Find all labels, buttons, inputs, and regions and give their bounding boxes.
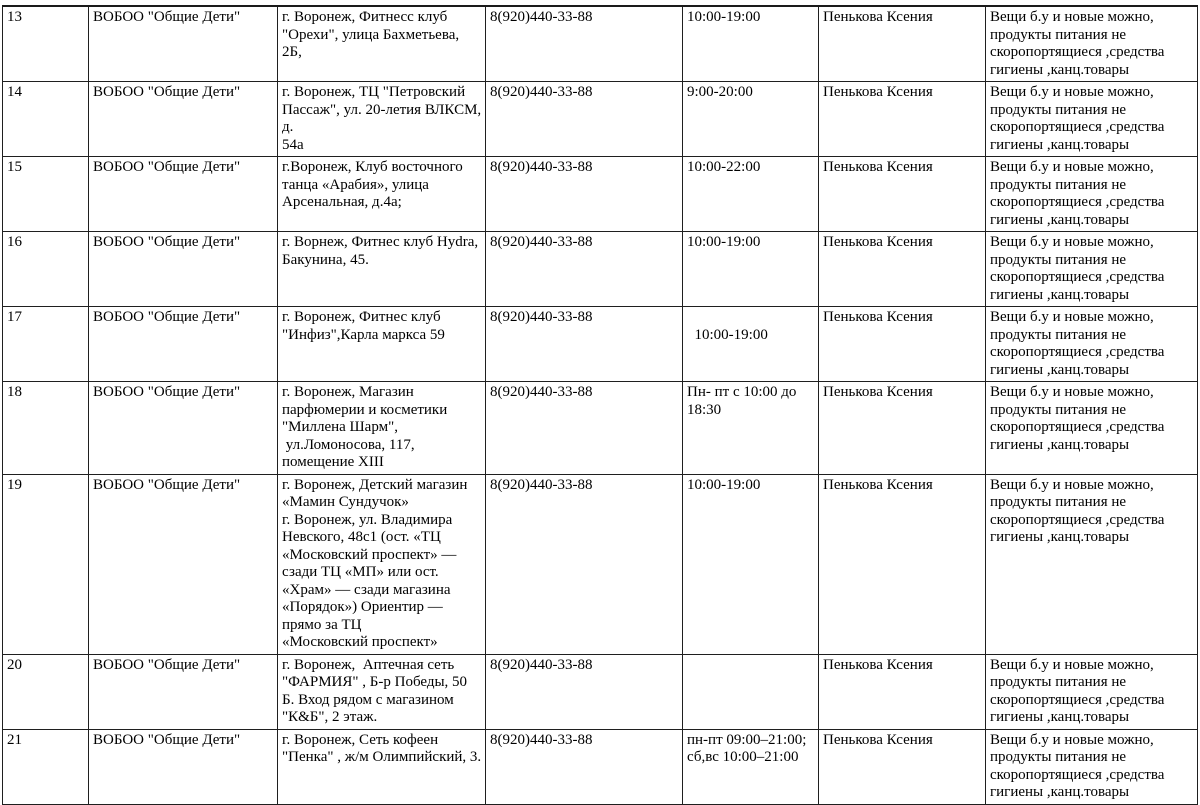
cell-row-number: 21	[2, 728, 89, 805]
cell-hours: 10:00-19:00	[682, 5, 819, 82]
cell-address: г. Воронеж, Фитнес клуб "Инфиз",Карла ма…	[277, 306, 486, 382]
table-row: 14 ВОБОО "Общие Дети" г. Воронеж, ТЦ "Пе…	[2, 81, 1198, 157]
cell-phone: 8(920)440-33-88	[485, 5, 683, 82]
cell-accepted-items: Вещи б.у и новые можно, продукты питания…	[985, 5, 1198, 82]
cell-row-number: 15	[2, 156, 89, 232]
cell-accepted-items: Вещи б.у и новые можно, продукты питания…	[985, 231, 1198, 307]
cell-hours: 10:00-22:00	[682, 156, 819, 232]
table-row: 16 ВОБОО "Общие Дети" г. Ворнеж, Фитнес …	[2, 231, 1198, 307]
cell-hours: 10:00-19:00	[682, 306, 819, 382]
cell-address: г. Воронеж, Аптечная сеть "ФАРМИЯ" , Б-р…	[277, 653, 486, 730]
cell-contact-person: Пенькова Ксения	[818, 81, 986, 157]
cell-row-number: 20	[2, 653, 89, 730]
cell-phone: 8(920)440-33-88	[485, 306, 683, 382]
cell-accepted-items: Вещи б.у и новые можно, продукты питания…	[985, 728, 1198, 805]
cell-address: г. Воронеж, Детский магазин «Мамин Сунду…	[277, 473, 486, 655]
cell-organization: ВОБОО "Общие Дети"	[88, 473, 278, 655]
cell-accepted-items: Вещи б.у и новые можно, продукты питания…	[985, 473, 1198, 655]
table-row: 17 ВОБОО "Общие Дети" г. Воронеж, Фитнес…	[2, 306, 1198, 382]
cell-organization: ВОБОО "Общие Дети"	[88, 156, 278, 232]
cell-phone: 8(920)440-33-88	[485, 473, 683, 655]
cell-row-number: 18	[2, 381, 89, 475]
cell-organization: ВОБОО "Общие Дети"	[88, 728, 278, 805]
cell-contact-person: Пенькова Ксения	[818, 653, 986, 730]
table-row: 19 ВОБОО "Общие Дети" г. Воронеж, Детски…	[2, 473, 1198, 655]
donation-points-table: 13 ВОБОО "Общие Дети" г. Воронеж, Фитнес…	[2, 5, 1198, 805]
table-row: 21 ВОБОО "Общие Дети" г. Воронеж, Сеть к…	[2, 728, 1198, 805]
cell-accepted-items: Вещи б.у и новые можно, продукты питания…	[985, 156, 1198, 232]
cell-phone: 8(920)440-33-88	[485, 653, 683, 730]
cell-row-number: 13	[2, 5, 89, 82]
cell-row-number: 19	[2, 473, 89, 655]
cell-row-number: 14	[2, 81, 89, 157]
cell-contact-person: Пенькова Ксения	[818, 381, 986, 475]
cell-accepted-items: Вещи б.у и новые можно, продукты питания…	[985, 306, 1198, 382]
table-row: 20 ВОБОО "Общие Дети" г. Воронеж, Аптечн…	[2, 653, 1198, 730]
cell-accepted-items: Вещи б.у и новые можно, продукты питания…	[985, 381, 1198, 475]
cell-contact-person: Пенькова Ксения	[818, 473, 986, 655]
cell-hours: 10:00-19:00	[682, 231, 819, 307]
cell-phone: 8(920)440-33-88	[485, 81, 683, 157]
cell-hours: пн-пт 09:00–21:00; сб,вс 10:00–21:00	[682, 728, 819, 805]
cell-organization: ВОБОО "Общие Дети"	[88, 653, 278, 730]
cell-hours	[682, 653, 819, 730]
table-row: 13 ВОБОО "Общие Дети" г. Воронеж, Фитнес…	[2, 5, 1198, 82]
cell-address: г. Ворнеж, Фитнес клуб Hydra, Бакунина, …	[277, 231, 486, 307]
cell-organization: ВОБОО "Общие Дети"	[88, 231, 278, 307]
cell-accepted-items: Вещи б.у и новые можно, продукты питания…	[985, 81, 1198, 157]
cell-contact-person: Пенькова Ксения	[818, 231, 986, 307]
cell-accepted-items: Вещи б.у и новые можно, продукты питания…	[985, 653, 1198, 730]
cell-organization: ВОБОО "Общие Дети"	[88, 306, 278, 382]
cell-organization: ВОБОО "Общие Дети"	[88, 381, 278, 475]
cell-contact-person: Пенькова Ксения	[818, 156, 986, 232]
table-row: 18 ВОБОО "Общие Дети" г. Воронеж, Магази…	[2, 381, 1198, 475]
cell-address: г. Воронеж, Фитнесс клуб "Орехи", улица …	[277, 5, 486, 82]
table-body: 13 ВОБОО "Общие Дети" г. Воронеж, Фитнес…	[2, 5, 1198, 805]
cell-address: г. Воронеж, ТЦ "Петровский Пассаж", ул. …	[277, 81, 486, 157]
document-page: { "table": { "rows": [ { "num": "13", "o…	[2, 5, 1198, 805]
cell-address: г.Воронеж, Клуб восточного танца «Арабия…	[277, 156, 486, 232]
cell-address: г. Воронеж, Магазин парфюмерии и космети…	[277, 381, 486, 475]
cell-hours: Пн- пт с 10:00 до 18:30	[682, 381, 819, 475]
cell-organization: ВОБОО "Общие Дети"	[88, 5, 278, 82]
cell-hours: 9:00-20:00	[682, 81, 819, 157]
cell-contact-person: Пенькова Ксения	[818, 728, 986, 805]
cell-contact-person: Пенькова Ксения	[818, 306, 986, 382]
table-row: 15 ВОБОО "Общие Дети" г.Воронеж, Клуб во…	[2, 156, 1198, 232]
cell-phone: 8(920)440-33-88	[485, 156, 683, 232]
cell-phone: 8(920)440-33-88	[485, 728, 683, 805]
cell-phone: 8(920)440-33-88	[485, 381, 683, 475]
cell-address: г. Воронеж, Сеть кофеен "Пенка" , ж/м Ол…	[277, 728, 486, 805]
cell-row-number: 17	[2, 306, 89, 382]
cell-row-number: 16	[2, 231, 89, 307]
cell-hours: 10:00-19:00	[682, 473, 819, 655]
cell-phone: 8(920)440-33-88	[485, 231, 683, 307]
cell-organization: ВОБОО "Общие Дети"	[88, 81, 278, 157]
cell-contact-person: Пенькова Ксения	[818, 5, 986, 82]
